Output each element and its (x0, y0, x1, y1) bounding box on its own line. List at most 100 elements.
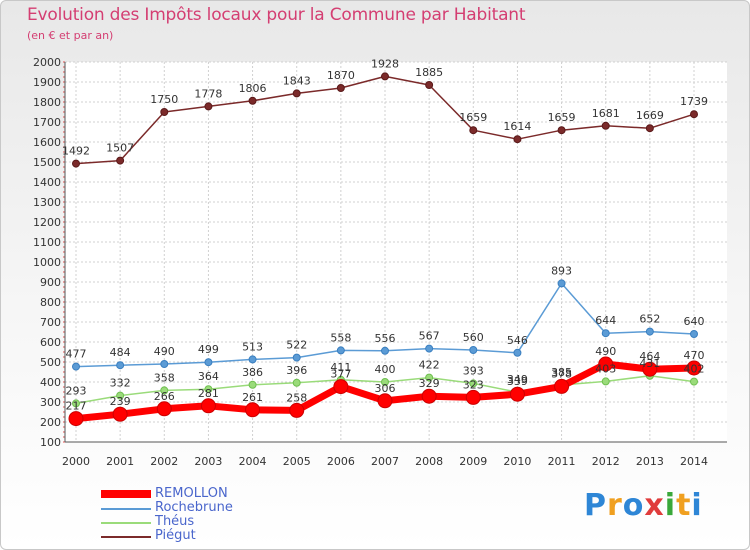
point-rochebrune-2011 (557, 279, 566, 288)
point-theus-2007 (381, 378, 389, 386)
x-tick-label-2001: 2001 (106, 455, 134, 468)
point-theus-2009 (469, 379, 478, 388)
data-label-theus-2014: 402 (684, 363, 705, 376)
logo-letter: i (664, 488, 677, 523)
data-label-remollon-2012: 490 (595, 345, 616, 358)
data-label-piegut-2011: 1659 (548, 111, 576, 124)
point-rochebrune-2000 (72, 362, 80, 371)
x-tick-label-2009: 2009 (459, 455, 487, 468)
y-tick-label-300: 300 (40, 396, 61, 409)
point-rochebrune-2013 (645, 327, 654, 336)
data-label-piegut-2013: 1669 (636, 109, 664, 122)
data-label-theus-2007: 400 (375, 363, 396, 376)
data-label-piegut-2010: 1614 (503, 120, 531, 133)
legend-item-rochebrune[interactable]: Rochebrune (101, 500, 301, 515)
x-tick-label-2008: 2008 (415, 455, 443, 468)
data-label-remollon-2013: 464 (639, 350, 660, 363)
point-remollon-2011 (554, 378, 570, 394)
point-theus-2001 (116, 391, 125, 400)
legend-swatch-rochebrune (101, 508, 151, 510)
point-remollon-2014 (686, 360, 702, 376)
point-piegut-2007 (381, 72, 389, 81)
data-label-theus-2005: 396 (286, 364, 307, 377)
point-rochebrune-2012 (601, 329, 610, 338)
x-tick-label-2010: 2010 (503, 455, 531, 468)
legend-item-theus[interactable]: Théus (101, 514, 301, 529)
data-label-theus-2006: 411 (330, 361, 351, 374)
point-remollon-2009 (465, 389, 481, 405)
data-label-remollon-2009: 323 (463, 378, 484, 391)
point-rochebrune-2008 (425, 344, 434, 353)
data-label-piegut-2002: 1750 (150, 93, 178, 106)
data-label-remollon-2000: 217 (66, 400, 87, 413)
point-piegut-2001 (116, 156, 125, 165)
logo-letter: x (644, 488, 665, 523)
plot-area (65, 62, 727, 442)
data-label-piegut-2000: 1492 (62, 145, 90, 158)
data-label-rochebrune-2003: 499 (198, 343, 219, 356)
point-remollon-2001 (112, 406, 128, 422)
point-piegut-2010 (513, 135, 522, 144)
point-remollon-2012 (598, 356, 614, 372)
y-tick-label-500: 500 (40, 356, 61, 369)
y-tick-label-1600: 1600 (33, 136, 61, 149)
data-label-piegut-2014: 1739 (680, 95, 708, 108)
data-label-remollon-2002: 266 (154, 390, 175, 403)
data-label-remollon-2004: 261 (242, 391, 263, 404)
data-label-theus-2003: 364 (198, 370, 219, 383)
data-label-piegut-2006: 1870 (327, 69, 355, 82)
logo-letter: r (607, 488, 623, 523)
legend-label-theus: Théus (155, 514, 195, 529)
y-tick-label-800: 800 (40, 296, 61, 309)
data-label-piegut-2005: 1843 (283, 74, 311, 87)
point-rochebrune-2007 (381, 346, 389, 355)
data-label-piegut-2008: 1885 (415, 66, 443, 79)
point-remollon-2010 (509, 386, 525, 402)
data-label-theus-2010: 349 (507, 373, 528, 386)
point-remollon-2000 (68, 411, 84, 427)
data-label-theus-2011: 385 (551, 366, 572, 379)
x-tick-label-2006: 2006 (327, 455, 355, 468)
proxiti-logo: Proxiti (584, 488, 703, 523)
y-tick-label-1500: 1500 (33, 156, 61, 169)
x-tick-label-2005: 2005 (283, 455, 311, 468)
point-piegut-2012 (601, 121, 610, 130)
legend-label-piegut: Piégut (155, 528, 196, 543)
point-piegut-2004 (248, 96, 257, 105)
legend-swatch-theus (101, 522, 151, 524)
point-rochebrune-2003 (204, 358, 213, 367)
x-tick-label-2002: 2002 (150, 455, 178, 468)
y-tick-label-700: 700 (40, 316, 61, 329)
point-rochebrune-2001 (116, 361, 125, 370)
point-remollon-2006 (333, 379, 349, 395)
legend-item-remollon[interactable]: REMOLLON (101, 486, 301, 501)
y-tick-label-1700: 1700 (33, 116, 61, 129)
point-rochebrune-2014 (690, 330, 698, 338)
point-theus-2002 (160, 386, 169, 395)
legend-swatch-piegut (101, 536, 151, 538)
point-piegut-2003 (204, 102, 213, 111)
y-tick-label-400: 400 (40, 376, 61, 389)
x-tick-label-2007: 2007 (371, 455, 399, 468)
x-tick-label-2012: 2012 (592, 455, 620, 468)
point-rochebrune-2010 (513, 348, 522, 357)
point-theus-2000 (72, 399, 80, 408)
data-label-rochebrune-2002: 490 (154, 345, 175, 358)
point-piegut-2011 (557, 126, 566, 135)
point-piegut-2014 (690, 110, 698, 119)
data-label-theus-2002: 358 (154, 371, 175, 384)
y-tick-label-1900: 1900 (33, 76, 61, 89)
point-rochebrune-2006 (336, 346, 345, 355)
point-remollon-2002 (156, 401, 172, 417)
data-label-remollon-2011: 378 (551, 367, 572, 380)
x-tick-label-2003: 2003 (194, 455, 222, 468)
point-rochebrune-2005 (292, 353, 301, 362)
point-piegut-2008 (425, 81, 434, 89)
logo-letter: t (676, 488, 692, 523)
point-theus-2014 (690, 377, 698, 386)
data-label-remollon-2014: 470 (684, 349, 705, 362)
point-piegut-2006 (336, 84, 345, 92)
point-theus-2005 (292, 378, 301, 387)
data-label-remollon-2007: 306 (375, 382, 396, 395)
legend-item-piegut[interactable]: Piégut (101, 528, 301, 543)
